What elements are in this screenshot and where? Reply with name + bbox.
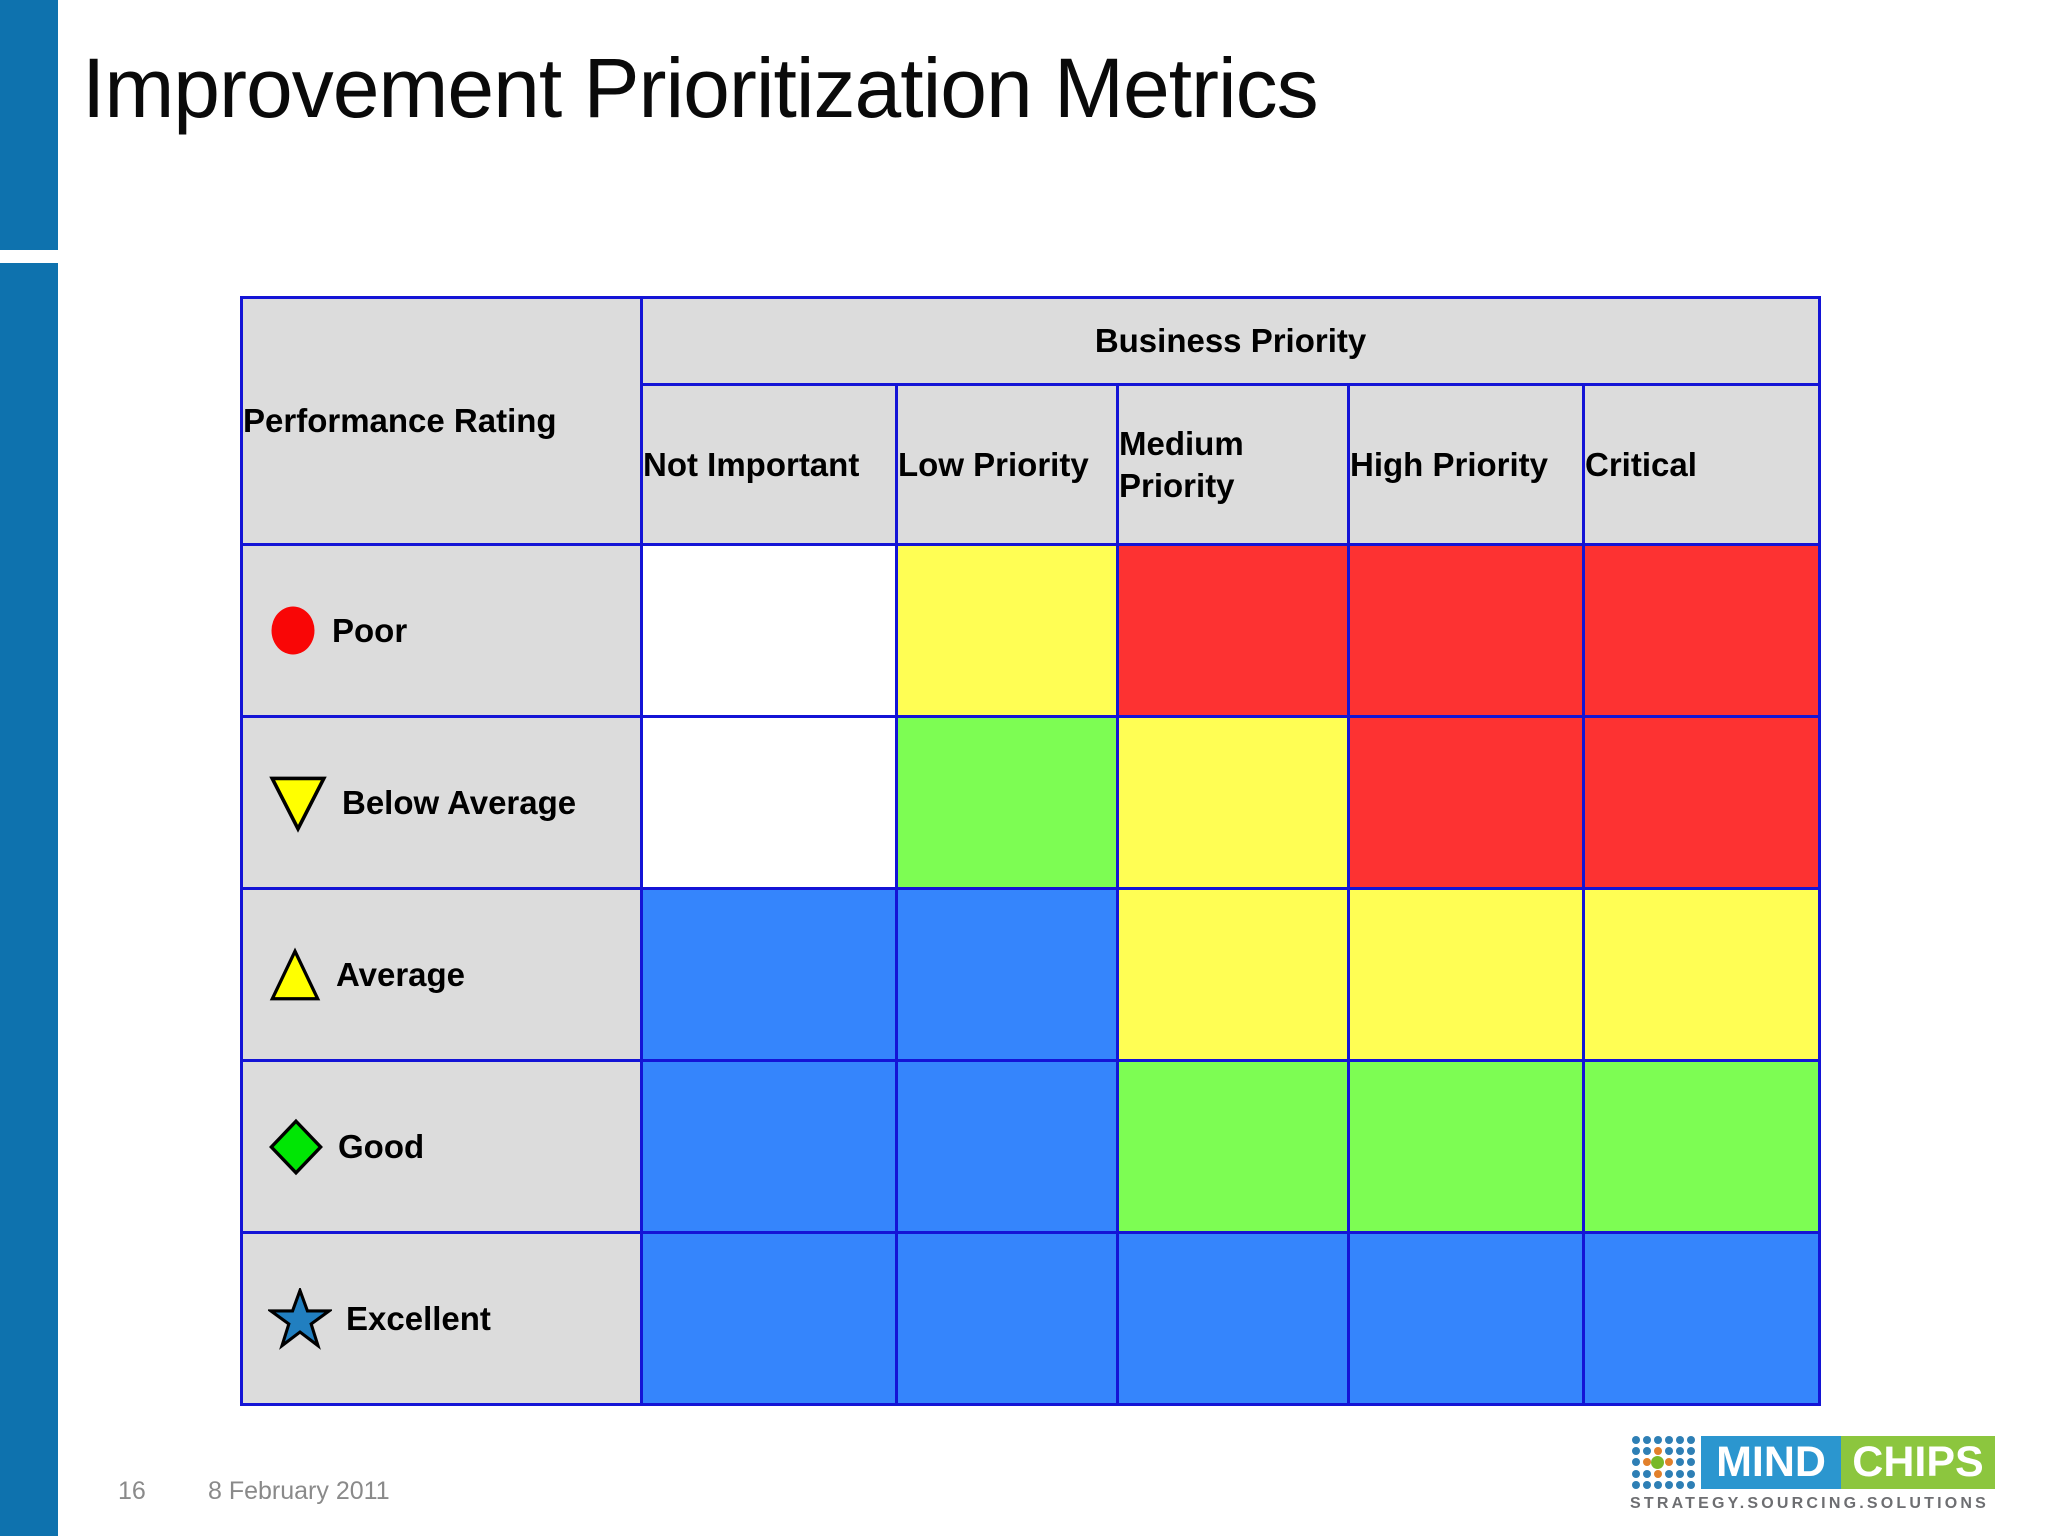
column-header-not-important: Not Important [640, 383, 898, 546]
table-row-poor: Poor [240, 543, 1822, 718]
accent-bar-bottom [0, 263, 58, 1536]
cell-below-average-not-important [640, 715, 898, 890]
row-label-good: Good [338, 1127, 425, 1165]
cell-below-average-medium-priority [1116, 715, 1350, 890]
logo-dot [1686, 1469, 1695, 1478]
column-header-high-priority: High Priority [1347, 383, 1585, 546]
cell-excellent-critical [1581, 1231, 1822, 1406]
cell-below-average-high-priority [1347, 715, 1585, 890]
logo-dot [1653, 1436, 1662, 1445]
cell-good-medium-priority [1116, 1059, 1350, 1234]
row-header-good: Good [240, 1059, 643, 1234]
logo-dot [1664, 1447, 1673, 1456]
row-header-poor: Poor [240, 543, 643, 718]
cell-below-average-low-priority [895, 715, 1119, 890]
cell-below-average-critical [1581, 715, 1822, 890]
column-header-critical: Critical [1581, 383, 1822, 546]
cell-poor-low-priority [895, 543, 1119, 718]
logo-mind-box: MIND [1701, 1436, 1841, 1489]
row-header-excellent: Excellent [240, 1231, 643, 1406]
logo-dot [1631, 1447, 1640, 1456]
red-circle-icon [268, 602, 318, 659]
logo-dot [1675, 1458, 1684, 1467]
logo-dot [1675, 1447, 1684, 1456]
logo-dot [1642, 1458, 1651, 1467]
yellow-triangle-up-icon [268, 943, 322, 1007]
blue-star-icon [268, 1287, 332, 1350]
cell-average-medium-priority [1116, 887, 1350, 1062]
logo-dot [1642, 1436, 1651, 1445]
row-label-average: Average [336, 955, 466, 993]
logo-dot [1642, 1469, 1651, 1478]
logo-dot [1664, 1480, 1673, 1489]
cell-good-low-priority [895, 1059, 1119, 1234]
logo-dot [1686, 1436, 1695, 1445]
row-header-below-average: Below Average [240, 715, 643, 890]
logo-dot [1642, 1447, 1651, 1456]
logo-dot [1653, 1447, 1662, 1456]
cell-average-critical [1581, 887, 1822, 1062]
logo-dot-matrix-icon [1630, 1435, 1696, 1491]
cell-excellent-high-priority [1347, 1231, 1585, 1406]
logo-dot [1651, 1455, 1664, 1469]
logo-dot [1664, 1469, 1673, 1478]
cell-good-high-priority [1347, 1059, 1585, 1234]
logo-chips-box: CHIPS [1841, 1436, 1995, 1489]
column-header-low-priority: Low Priority [895, 383, 1119, 546]
logo-tagline: STRATEGY.SOURCING.SOLUTIONS [1630, 1495, 1990, 1512]
row-label-excellent: Excellent [346, 1299, 491, 1337]
cell-good-not-important [640, 1059, 898, 1234]
cell-poor-high-priority [1347, 543, 1585, 718]
cell-poor-medium-priority [1116, 543, 1350, 718]
logo-dot [1664, 1458, 1673, 1467]
logo-dot [1631, 1480, 1640, 1489]
table-row-excellent: Excellent [240, 1231, 1822, 1406]
cell-average-not-important [640, 887, 898, 1062]
slide-date: 8 February 2011 [208, 1477, 390, 1505]
row-label-poor: Poor [332, 611, 408, 649]
logo-dot [1686, 1458, 1695, 1467]
logo-dot [1653, 1469, 1662, 1478]
logo-dot [1675, 1436, 1684, 1445]
column-header-medium-priority: Medium Priority [1116, 383, 1350, 546]
cell-good-critical [1581, 1059, 1822, 1234]
logo-dot [1631, 1436, 1640, 1445]
cell-excellent-not-important [640, 1231, 898, 1406]
cell-poor-not-important [640, 543, 898, 718]
table-row-average: Average [240, 887, 1822, 1062]
logo-dot [1664, 1436, 1673, 1445]
group-header-business-priority: Business Priority [639, 296, 1822, 386]
cell-excellent-medium-priority [1116, 1231, 1350, 1406]
yellow-triangle-down-icon [268, 769, 328, 837]
mindchips-logo: MIND CHIPS STRATEGY.SOURCING.SOLUTIONS [1630, 1434, 1998, 1513]
accent-bar-top [0, 0, 58, 250]
table-row-good: Good [240, 1059, 1822, 1234]
row-label-below-average: Below Average [342, 783, 577, 821]
cell-excellent-low-priority [895, 1231, 1119, 1406]
cell-average-low-priority [895, 887, 1119, 1062]
logo-dot [1686, 1447, 1695, 1456]
logo-dot [1631, 1469, 1640, 1478]
row-header-average: Average [240, 887, 643, 1062]
table-row-below-average: Below Average [240, 715, 1822, 890]
corner-header-performance-rating: Performance Rating [240, 296, 643, 546]
green-diamond-icon [268, 1112, 324, 1182]
logo-dot [1653, 1480, 1662, 1489]
cell-average-high-priority [1347, 887, 1585, 1062]
logo-dot [1686, 1480, 1695, 1489]
logo-dot [1675, 1469, 1684, 1478]
page-number: 16 [118, 1477, 146, 1505]
priority-matrix: Performance Rating Business Priority Not… [240, 296, 1822, 1406]
page-title: Improvement Prioritization Metrics [82, 41, 1319, 135]
cell-poor-critical [1581, 543, 1822, 718]
priority-matrix-table: Performance Rating Business Priority Not… [240, 296, 1822, 1406]
logo-dot [1675, 1480, 1684, 1489]
logo-dot [1642, 1480, 1651, 1489]
logo-dot [1631, 1458, 1640, 1467]
